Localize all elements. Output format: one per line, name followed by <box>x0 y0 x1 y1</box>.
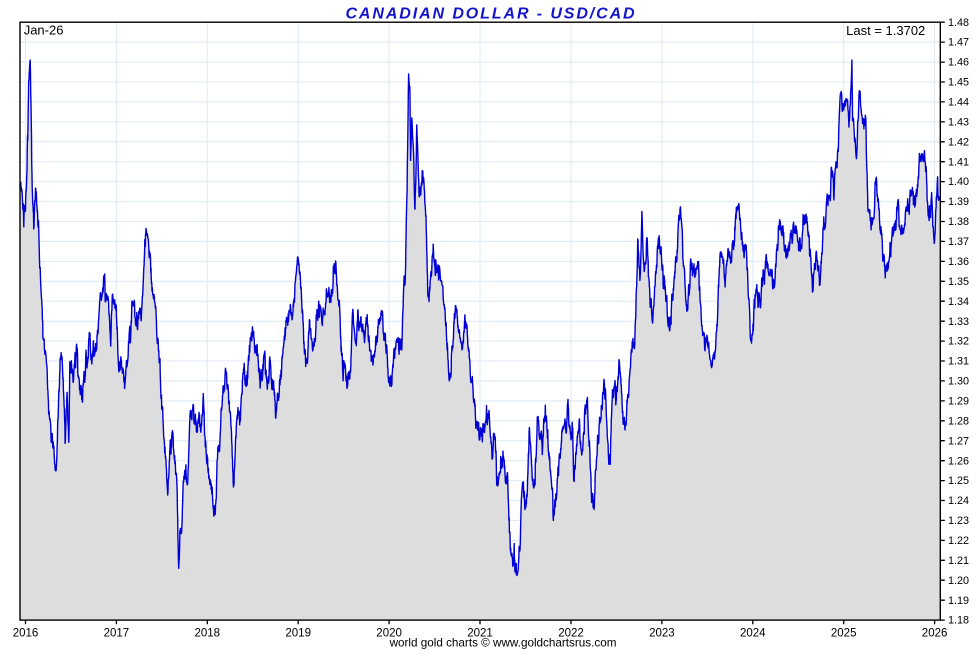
svg-text:1.43: 1.43 <box>948 117 969 129</box>
svg-text:2026: 2026 <box>922 628 948 640</box>
svg-text:1.33: 1.33 <box>948 316 969 328</box>
svg-text:1.31: 1.31 <box>948 356 969 368</box>
svg-text:1.28: 1.28 <box>948 415 969 427</box>
svg-text:1.27: 1.27 <box>948 435 969 447</box>
svg-text:1.19: 1.19 <box>948 595 969 607</box>
svg-text:1.47: 1.47 <box>948 37 969 49</box>
svg-text:Last = 1.3702: Last = 1.3702 <box>846 23 925 38</box>
svg-text:1.39: 1.39 <box>948 196 969 208</box>
svg-text:2017: 2017 <box>104 628 130 640</box>
svg-text:1.45: 1.45 <box>948 77 969 89</box>
svg-text:1.46: 1.46 <box>948 57 969 69</box>
svg-text:2024: 2024 <box>740 628 766 640</box>
svg-text:1.32: 1.32 <box>948 336 969 348</box>
svg-text:1.29: 1.29 <box>948 396 969 408</box>
svg-text:1.21: 1.21 <box>948 555 969 567</box>
svg-text:1.42: 1.42 <box>948 136 969 148</box>
svg-text:1.34: 1.34 <box>948 296 969 308</box>
svg-text:1.18: 1.18 <box>948 615 969 627</box>
svg-text:2018: 2018 <box>195 628 221 640</box>
svg-text:1.26: 1.26 <box>948 455 969 467</box>
svg-text:1.37: 1.37 <box>948 236 969 248</box>
svg-text:2025: 2025 <box>831 628 857 640</box>
svg-text:1.30: 1.30 <box>948 376 969 388</box>
svg-text:world gold charts © www.goldch: world gold charts © www.goldchartsrus.co… <box>389 637 617 650</box>
svg-text:1.22: 1.22 <box>948 535 969 547</box>
svg-text:1.38: 1.38 <box>948 216 969 228</box>
svg-text:2016: 2016 <box>13 628 39 640</box>
svg-text:1.23: 1.23 <box>948 515 969 527</box>
svg-text:2022: 2022 <box>558 628 584 640</box>
svg-text:1.41: 1.41 <box>948 156 969 168</box>
svg-text:1.40: 1.40 <box>948 176 969 188</box>
svg-text:1.25: 1.25 <box>948 475 969 487</box>
svg-text:Jan-26: Jan-26 <box>24 22 64 37</box>
svg-text:2019: 2019 <box>285 628 311 640</box>
svg-text:1.24: 1.24 <box>948 495 969 507</box>
svg-text:1.36: 1.36 <box>948 256 969 268</box>
svg-text:2021: 2021 <box>467 628 493 640</box>
svg-text:1.48: 1.48 <box>948 17 969 29</box>
svg-text:2023: 2023 <box>649 628 675 640</box>
svg-text:CANADIAN DOLLAR - USD/CAD: CANADIAN DOLLAR - USD/CAD <box>345 6 636 23</box>
svg-text:1.35: 1.35 <box>948 276 969 288</box>
svg-text:1.44: 1.44 <box>948 97 969 109</box>
svg-text:2020: 2020 <box>376 628 402 640</box>
svg-text:1.20: 1.20 <box>948 575 969 587</box>
